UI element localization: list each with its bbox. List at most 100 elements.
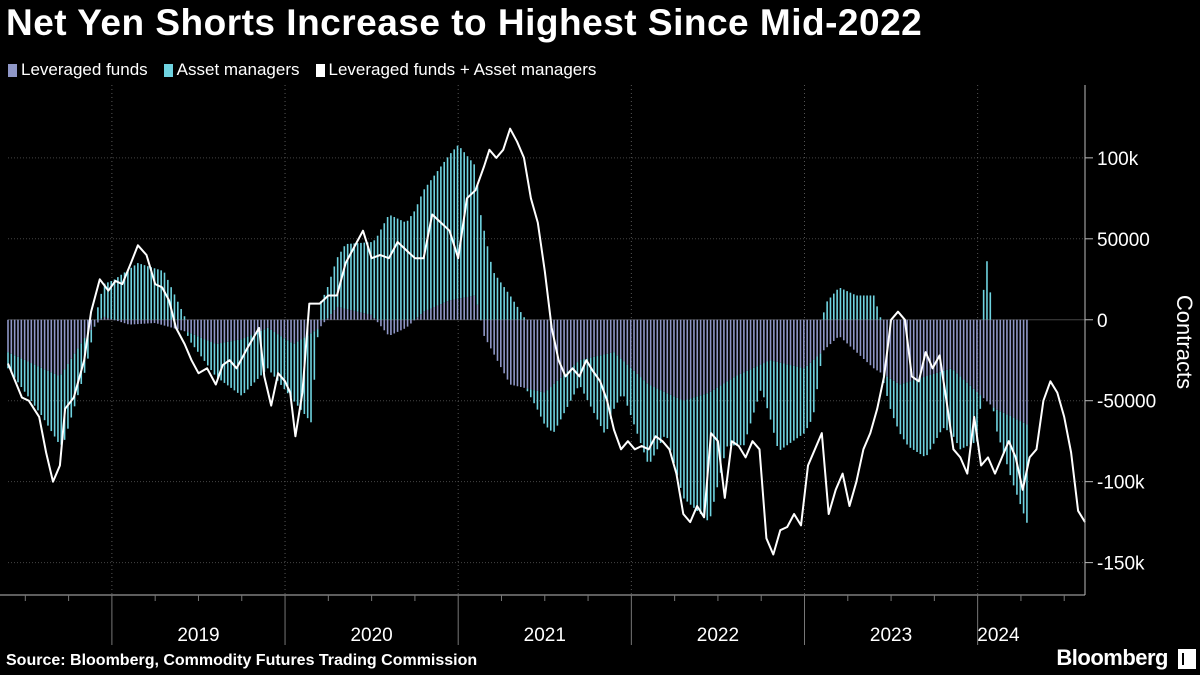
leveraged-bar bbox=[266, 319, 269, 328]
leveraged-bar bbox=[633, 319, 635, 371]
leveraged-bar bbox=[163, 319, 166, 326]
leveraged-bar bbox=[579, 319, 582, 360]
leveraged-bar bbox=[942, 319, 945, 371]
leveraged-bar bbox=[273, 319, 276, 333]
leveraged-bar bbox=[1022, 319, 1025, 423]
asset-managers-bar bbox=[430, 180, 432, 309]
leveraged-bar bbox=[336, 306, 339, 320]
leveraged-bar bbox=[127, 319, 129, 325]
leveraged-bar bbox=[370, 314, 372, 320]
asset-managers-bar bbox=[496, 277, 499, 320]
leveraged-bar bbox=[686, 319, 689, 400]
asset-managers-bar bbox=[826, 301, 828, 320]
asset-managers-bar bbox=[1022, 422, 1025, 514]
leveraged-bar bbox=[253, 319, 256, 334]
leveraged-bar bbox=[646, 319, 649, 384]
asset-managers-bar bbox=[40, 367, 43, 416]
asset-managers-bar bbox=[959, 376, 962, 450]
asset-managers-bar bbox=[493, 273, 495, 320]
asset-managers-bar bbox=[619, 358, 622, 397]
asset-managers-bar bbox=[336, 257, 339, 307]
leveraged-bar bbox=[896, 319, 898, 383]
asset-managers-bar bbox=[27, 361, 29, 397]
leveraged-bar bbox=[77, 319, 79, 349]
asset-managers-bar bbox=[513, 301, 515, 320]
asset-managers-bar bbox=[539, 391, 542, 417]
asset-managers-bar bbox=[380, 229, 382, 320]
asset-managers-bar bbox=[613, 352, 615, 409]
leveraged-bar bbox=[1012, 319, 1015, 418]
asset-managers-bar bbox=[153, 268, 156, 320]
leveraged-bar bbox=[743, 319, 745, 373]
leveraged-bar bbox=[440, 304, 442, 320]
leveraged-bar bbox=[510, 319, 512, 385]
asset-managers-bar bbox=[206, 340, 209, 366]
asset-managers-bar bbox=[966, 382, 968, 447]
asset-managers-bar bbox=[892, 380, 895, 419]
leveraged-bar bbox=[260, 319, 262, 331]
leveraged-bar bbox=[823, 319, 825, 351]
leveraged-bar bbox=[946, 319, 948, 370]
asset-managers-bar bbox=[123, 272, 126, 320]
asset-managers-bar bbox=[433, 175, 436, 308]
asset-managers-bar bbox=[969, 385, 972, 445]
asset-managers-bar bbox=[163, 272, 166, 320]
asset-managers-bar bbox=[453, 149, 455, 300]
asset-managers-bar bbox=[183, 316, 186, 320]
leveraged-bar bbox=[326, 318, 329, 320]
leveraged-bar bbox=[999, 319, 1002, 412]
leveraged-bar bbox=[523, 319, 525, 388]
asset-managers-bar bbox=[290, 342, 292, 398]
asset-managers-bar bbox=[563, 374, 565, 414]
leveraged-bar bbox=[679, 319, 682, 400]
asset-managers-bar bbox=[836, 289, 838, 320]
leveraged-bar bbox=[806, 319, 808, 366]
leveraged-bar bbox=[526, 319, 529, 389]
leveraged-bar bbox=[453, 299, 455, 320]
asset-managers-bar bbox=[70, 358, 73, 418]
leveraged-bar bbox=[756, 319, 759, 367]
asset-managers-bar bbox=[450, 153, 452, 301]
asset-managers-bar bbox=[859, 295, 862, 320]
y-tick-label: -50000 bbox=[1097, 392, 1156, 413]
leveraged-bar bbox=[1026, 319, 1028, 425]
asset-managers-bar bbox=[982, 289, 985, 320]
asset-managers-bar bbox=[443, 161, 446, 303]
leveraged-bar bbox=[986, 319, 988, 402]
leveraged-bar bbox=[363, 313, 366, 320]
asset-managers-bar bbox=[566, 371, 569, 407]
leveraged-bar bbox=[786, 319, 788, 365]
leveraged-bar bbox=[763, 319, 765, 364]
asset-managers-bar bbox=[529, 389, 532, 398]
x-year-label: 2023 bbox=[870, 625, 912, 646]
leveraged-bar bbox=[393, 319, 396, 334]
asset-managers-bar bbox=[150, 267, 152, 320]
leveraged-bar bbox=[882, 319, 885, 375]
leveraged-bar bbox=[616, 319, 619, 356]
asset-managers-bar bbox=[20, 358, 23, 388]
asset-managers-bar bbox=[130, 267, 133, 320]
asset-managers-bar bbox=[693, 397, 695, 508]
leveraged-bar bbox=[373, 318, 376, 320]
asset-managers-bar bbox=[250, 335, 252, 386]
asset-managers-bar bbox=[480, 215, 482, 320]
leveraged-bar bbox=[916, 319, 918, 380]
leveraged-bar bbox=[976, 319, 978, 392]
asset-managers-bar bbox=[839, 288, 842, 320]
leveraged-bar bbox=[593, 319, 595, 357]
asset-managers-bar bbox=[296, 341, 299, 406]
leveraged-bar bbox=[456, 298, 459, 320]
leveraged-bar bbox=[30, 319, 33, 364]
asset-managers-bar bbox=[543, 392, 545, 424]
leveraged-bar bbox=[40, 319, 43, 368]
asset-managers-bar bbox=[1002, 412, 1005, 454]
leveraged-bar bbox=[416, 317, 419, 320]
x-year-label: 2024 bbox=[977, 625, 1020, 646]
asset-managers-bar bbox=[440, 166, 442, 305]
leveraged-bar bbox=[153, 319, 156, 324]
leveraged-bar bbox=[566, 319, 569, 372]
leveraged-bar bbox=[33, 319, 36, 365]
leveraged-bar bbox=[197, 319, 199, 337]
leveraged-bar bbox=[193, 319, 196, 335]
leveraged-bar bbox=[63, 319, 66, 370]
